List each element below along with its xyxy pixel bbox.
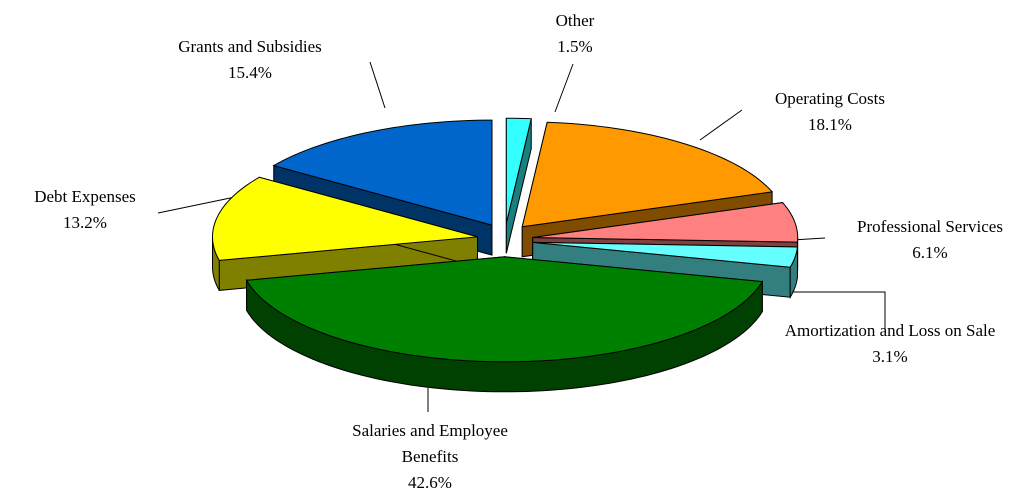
category-label: Salaries and Employee Benefits [352, 421, 508, 466]
slice [245, 256, 764, 363]
value-label: 3.1% [872, 347, 908, 366]
category-label: Grants and Subsidies [178, 37, 322, 56]
slice [532, 241, 799, 268]
category-label: Amortization and Loss on Sale [784, 321, 996, 340]
slice [505, 117, 532, 224]
value-label: 18.1% [808, 115, 852, 134]
slice-label: Amortization and Loss on Sale 3.1% [770, 318, 1010, 370]
leader-line [157, 195, 241, 214]
value-label: 1.5% [557, 37, 593, 56]
category-label: Operating Costs [774, 89, 886, 108]
slice-label: Debt Expenses 13.2% [0, 184, 170, 236]
leader-line [699, 109, 743, 141]
slice-label: Operating Costs 18.1% [740, 86, 920, 138]
value-label: 6.1% [912, 243, 948, 262]
slice [272, 119, 493, 226]
slice-label: Grants and Subsidies 15.4% [150, 34, 350, 86]
category-label: Other [555, 11, 595, 30]
category-label: Debt Expenses [34, 187, 136, 206]
value-label: 15.4% [228, 63, 272, 82]
slice-label: Professional Services 6.1% [825, 214, 1033, 266]
slice [521, 121, 774, 228]
slice-label: Salaries and Employee Benefits 42.6% [330, 418, 530, 496]
slice [212, 176, 478, 261]
value-label: 13.2% [63, 213, 107, 232]
leader-line [369, 61, 386, 109]
leader-line [758, 291, 886, 330]
value-label: 42.6% [408, 473, 452, 492]
slice [532, 202, 799, 243]
slice-label: Other 1.5% [525, 8, 625, 60]
leader-lines [157, 61, 886, 412]
leader-line [554, 63, 574, 113]
category-label: Professional Services [857, 217, 1003, 236]
